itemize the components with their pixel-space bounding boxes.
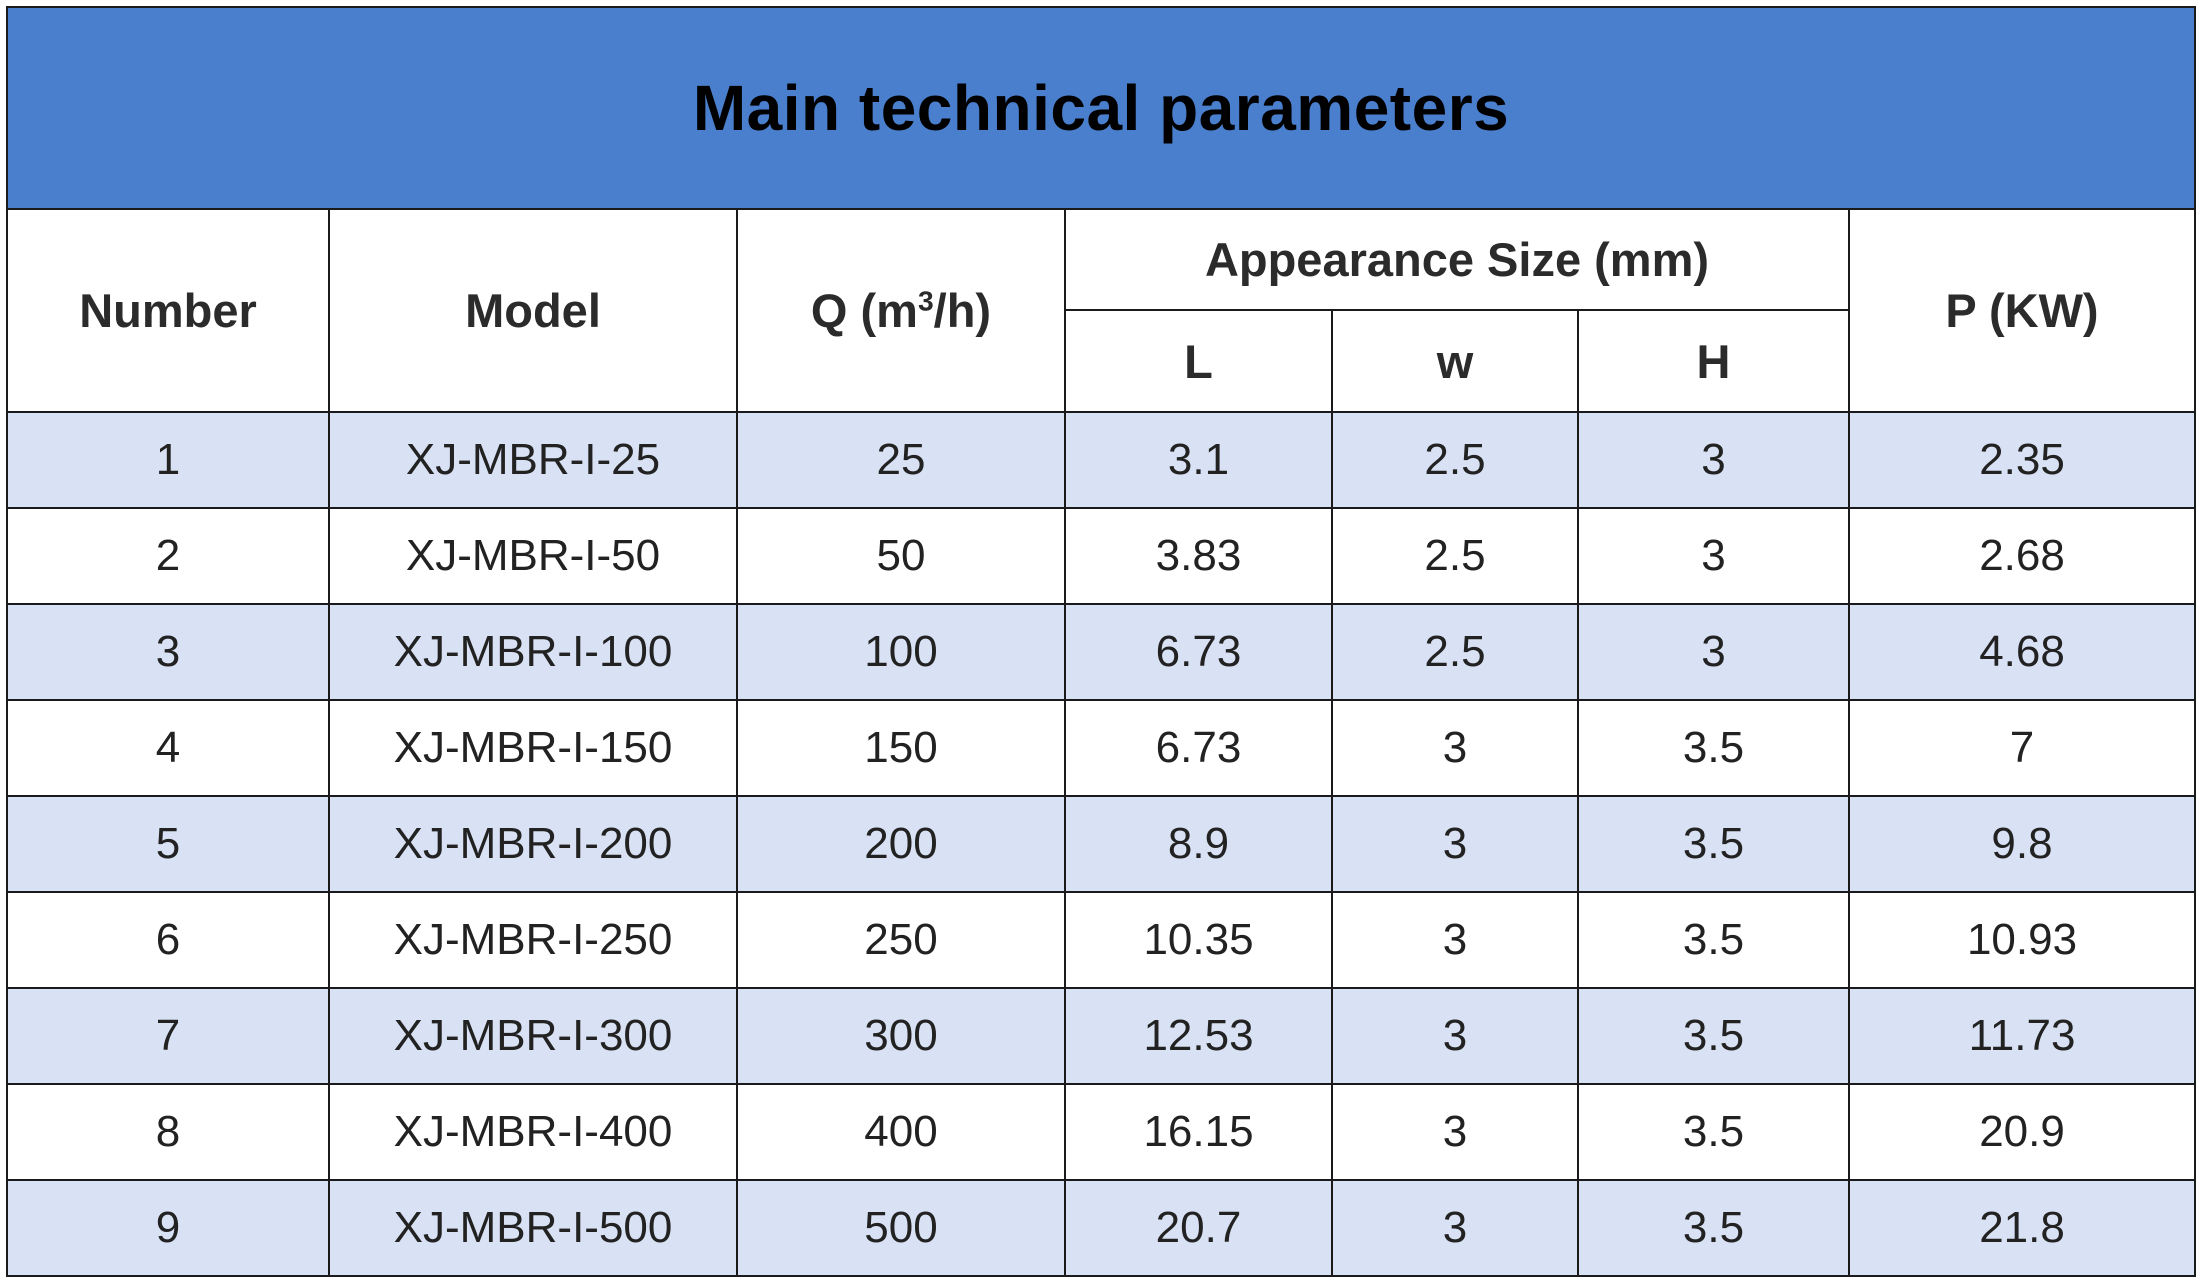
cell-width: 3 (1331, 699, 1579, 797)
table-row: 4 XJ-MBR-I-150 150 6.73 3 3.5 7 (6, 699, 2197, 797)
table-row: 7 XJ-MBR-I-300 300 12.53 3 3.5 11.73 (6, 987, 2197, 1085)
table-row: 8 XJ-MBR-I-400 400 16.15 3 3.5 20.9 (6, 1083, 2197, 1181)
cell-model: XJ-MBR-I-50 (328, 507, 738, 605)
cell-model: XJ-MBR-I-200 (328, 795, 738, 893)
cell-power: 11.73 (1847, 987, 2197, 1085)
table-row: 1 XJ-MBR-I-25 25 3.1 2.5 3 2.35 (6, 411, 2197, 509)
cell-power: 2.35 (1847, 411, 2197, 509)
cell-q: 300 (736, 987, 1066, 1085)
cell-length: 12.53 (1064, 987, 1333, 1085)
cell-length: 10.35 (1064, 891, 1333, 989)
parameters-table-frame: Main technical parameters Number Model Q… (5, 6, 2197, 1277)
header-q-superscript: 3 (917, 284, 934, 317)
cell-q: 25 (736, 411, 1066, 509)
cell-width: 3 (1331, 891, 1579, 989)
cell-power: 10.93 (1847, 891, 2197, 989)
cell-height: 3 (1577, 603, 1850, 701)
header-power: P (KW) (1847, 208, 2197, 413)
cell-power: 4.68 (1847, 603, 2197, 701)
header-q-suffix: /h) (933, 284, 992, 337)
cell-length: 8.9 (1064, 795, 1333, 893)
cell-height: 3 (1577, 411, 1850, 509)
cell-q: 150 (736, 699, 1066, 797)
cell-height: 3.5 (1577, 699, 1850, 797)
header-q-prefix: Q (m (810, 284, 918, 337)
cell-model: XJ-MBR-I-400 (328, 1083, 738, 1181)
cell-model: XJ-MBR-I-100 (328, 603, 738, 701)
cell-power: 2.68 (1847, 507, 2197, 605)
cell-width: 2.5 (1331, 507, 1579, 605)
cell-q: 500 (736, 1179, 1066, 1277)
cell-number: 8 (6, 1083, 330, 1181)
table-row: 9 XJ-MBR-I-500 500 20.7 3 3.5 21.8 (6, 1179, 2197, 1277)
cell-model: XJ-MBR-I-500 (328, 1179, 738, 1277)
cell-height: 3.5 (1577, 891, 1850, 989)
cell-number: 9 (6, 1179, 330, 1277)
cell-power: 9.8 (1847, 795, 2197, 893)
header-model: Model (328, 208, 738, 413)
cell-power: 21.8 (1847, 1179, 2197, 1277)
cell-height: 3.5 (1577, 1179, 1850, 1277)
cell-width: 3 (1331, 795, 1579, 893)
cell-length: 20.7 (1064, 1179, 1333, 1277)
cell-power: 7 (1847, 699, 2197, 797)
header-appearance-size: Appearance Size (mm) (1064, 208, 1850, 311)
header-q: Q (m3/h) (736, 208, 1066, 413)
cell-q: 250 (736, 891, 1066, 989)
cell-height: 3.5 (1577, 987, 1850, 1085)
cell-number: 3 (6, 603, 330, 701)
cell-model: XJ-MBR-I-25 (328, 411, 738, 509)
header-width: w (1331, 309, 1579, 413)
cell-height: 3.5 (1577, 1083, 1850, 1181)
header-length: L (1064, 309, 1333, 413)
table-title: Main technical parameters (5, 6, 2197, 210)
header-height: H (1577, 309, 1850, 413)
cell-q: 200 (736, 795, 1066, 893)
cell-number: 6 (6, 891, 330, 989)
header-number: Number (6, 208, 330, 413)
cell-length: 6.73 (1064, 603, 1333, 701)
cell-number: 5 (6, 795, 330, 893)
cell-height: 3.5 (1577, 795, 1850, 893)
table-row: 6 XJ-MBR-I-250 250 10.35 3 3.5 10.93 (6, 891, 2197, 989)
table-row: 5 XJ-MBR-I-200 200 8.9 3 3.5 9.8 (6, 795, 2197, 893)
table-row: 3 XJ-MBR-I-100 100 6.73 2.5 3 4.68 (6, 603, 2197, 701)
cell-number: 4 (6, 699, 330, 797)
cell-width: 3 (1331, 987, 1579, 1085)
cell-number: 2 (6, 507, 330, 605)
cell-q: 50 (736, 507, 1066, 605)
cell-width: 2.5 (1331, 603, 1579, 701)
table-row: 2 XJ-MBR-I-50 50 3.83 2.5 3 2.68 (6, 507, 2197, 605)
cell-model: XJ-MBR-I-300 (328, 987, 738, 1085)
cell-number: 7 (6, 987, 330, 1085)
cell-power: 20.9 (1847, 1083, 2197, 1181)
cell-width: 3 (1331, 1179, 1579, 1277)
cell-q: 400 (736, 1083, 1066, 1181)
cell-length: 16.15 (1064, 1083, 1333, 1181)
cell-length: 3.1 (1064, 411, 1333, 509)
cell-length: 6.73 (1064, 699, 1333, 797)
cell-model: XJ-MBR-I-150 (328, 699, 738, 797)
cell-width: 3 (1331, 1083, 1579, 1181)
cell-height: 3 (1577, 507, 1850, 605)
technical-parameters-table: Main technical parameters Number Model Q… (5, 6, 2197, 1277)
cell-width: 2.5 (1331, 411, 1579, 509)
cell-model: XJ-MBR-I-250 (328, 891, 738, 989)
cell-length: 3.83 (1064, 507, 1333, 605)
cell-number: 1 (6, 411, 330, 509)
cell-q: 100 (736, 603, 1066, 701)
